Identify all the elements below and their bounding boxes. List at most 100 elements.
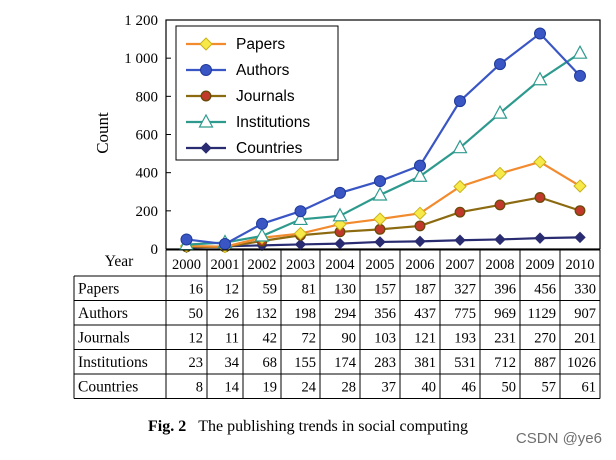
- marker: [454, 206, 466, 218]
- table-cell: 201: [574, 331, 596, 347]
- y-tick-label: 0: [151, 242, 159, 258]
- legend: Papers Authors Journals Institutions Countri…: [175, 25, 339, 161]
- table-cell: 1129: [528, 306, 556, 322]
- table-row-header: Countries: [78, 379, 138, 396]
- year-header: 2000: [172, 257, 201, 273]
- year-header: 2006: [406, 257, 435, 273]
- y-tick-label: 1 200: [124, 13, 158, 29]
- marker: [454, 234, 466, 246]
- table-cell: 330: [574, 282, 596, 298]
- x-axis-label: Year: [105, 253, 134, 270]
- table-cell: 231: [494, 331, 516, 347]
- table-cell: 90: [342, 331, 357, 347]
- series-institutions: [178, 44, 588, 251]
- marker: [200, 142, 212, 154]
- legend-label: Countries: [236, 140, 303, 157]
- marker: [180, 233, 193, 246]
- marker: [200, 64, 212, 76]
- marker: [532, 71, 548, 86]
- table-cell: 132: [255, 306, 277, 322]
- table-cell: 46: [462, 380, 477, 396]
- marker: [414, 235, 426, 248]
- year-header: 2007: [446, 257, 475, 273]
- marker: [293, 226, 308, 241]
- marker: [254, 227, 270, 242]
- marker: [334, 186, 346, 199]
- table-cell: 11: [225, 331, 239, 347]
- table-cell: 81: [302, 282, 317, 298]
- y-tick-label: 800: [136, 89, 159, 105]
- table-cell: 969: [494, 306, 516, 322]
- marker: [373, 212, 387, 226]
- marker: [412, 168, 428, 182]
- y-tick-label: 600: [136, 128, 159, 144]
- marker: [494, 233, 506, 246]
- year-header: 2002: [248, 257, 277, 273]
- legend-label: Authors: [236, 62, 290, 79]
- series-authors: [180, 27, 586, 251]
- marker: [292, 211, 309, 226]
- table-cell: 198: [294, 306, 316, 322]
- table-cell: 14: [225, 380, 240, 396]
- table-cell: 59: [263, 282, 278, 298]
- marker: [452, 139, 468, 154]
- marker: [334, 237, 346, 250]
- table-cell: 50: [502, 380, 517, 396]
- table-cell: 381: [414, 355, 436, 371]
- table-cell: 775: [454, 306, 476, 322]
- table-cell: 61: [582, 380, 597, 396]
- marker: [198, 113, 214, 128]
- watermark: CSDN @ye6: [515, 430, 602, 447]
- caption-figure-number: Fig. 2: [148, 418, 187, 435]
- table-cell: 174: [334, 355, 357, 371]
- table-cell: 26: [225, 306, 240, 322]
- year-header: 2009: [526, 257, 555, 273]
- marker: [414, 159, 426, 172]
- marker: [199, 37, 213, 51]
- table-cell: 356: [374, 306, 396, 322]
- table-row-header: Journals: [78, 330, 130, 347]
- year-header: 2001: [211, 257, 240, 273]
- table-cell: 16: [189, 282, 204, 298]
- marker: [374, 223, 386, 235]
- data-table: Year 2000 2001 2002 2003 2004 2005 2006 2007 2008…: [73, 249, 601, 399]
- table-cell: 712: [494, 355, 516, 371]
- table-cell: 130: [334, 282, 356, 298]
- table-cell: 193: [454, 331, 476, 347]
- marker: [493, 166, 507, 181]
- legend-label: Journals: [236, 88, 295, 105]
- table-cell: 19: [263, 380, 278, 396]
- marker: [572, 44, 588, 59]
- table-cell: 72: [302, 331, 317, 347]
- table-cell: 187: [414, 282, 436, 298]
- year-header: 2008: [486, 257, 515, 273]
- table-cell: 34: [225, 355, 240, 371]
- table-cell: 157: [374, 282, 396, 298]
- table-cell: 437: [414, 306, 436, 322]
- year-header: 2005: [366, 257, 395, 273]
- table-cell: 103: [374, 331, 396, 347]
- table-cell: 456: [534, 282, 556, 298]
- legend-label: Institutions: [236, 114, 310, 131]
- marker: [534, 192, 546, 203]
- marker: [574, 231, 586, 244]
- table-cell: 531: [454, 355, 476, 371]
- table-cell: 1026: [567, 355, 596, 371]
- marker: [492, 104, 508, 119]
- table-cell: 294: [334, 306, 357, 322]
- marker: [453, 179, 467, 194]
- marker: [374, 236, 386, 248]
- marker: [494, 199, 506, 211]
- table-cell: 37: [382, 380, 397, 396]
- table-cell: 68: [263, 355, 278, 371]
- y-ticks: 0 200 400 600 800 1 000 1 200: [124, 13, 171, 258]
- table-cell: 42: [263, 331, 278, 347]
- table-cell: 396: [494, 282, 516, 298]
- table-cell: 12: [225, 282, 240, 298]
- figure-caption: Fig. 2 The publishing trends in social c…: [0, 418, 616, 436]
- table-cell: 283: [374, 355, 396, 371]
- table-cell: 270: [534, 331, 556, 347]
- marker: [574, 205, 586, 217]
- marker: [332, 207, 348, 222]
- marker: [219, 238, 231, 251]
